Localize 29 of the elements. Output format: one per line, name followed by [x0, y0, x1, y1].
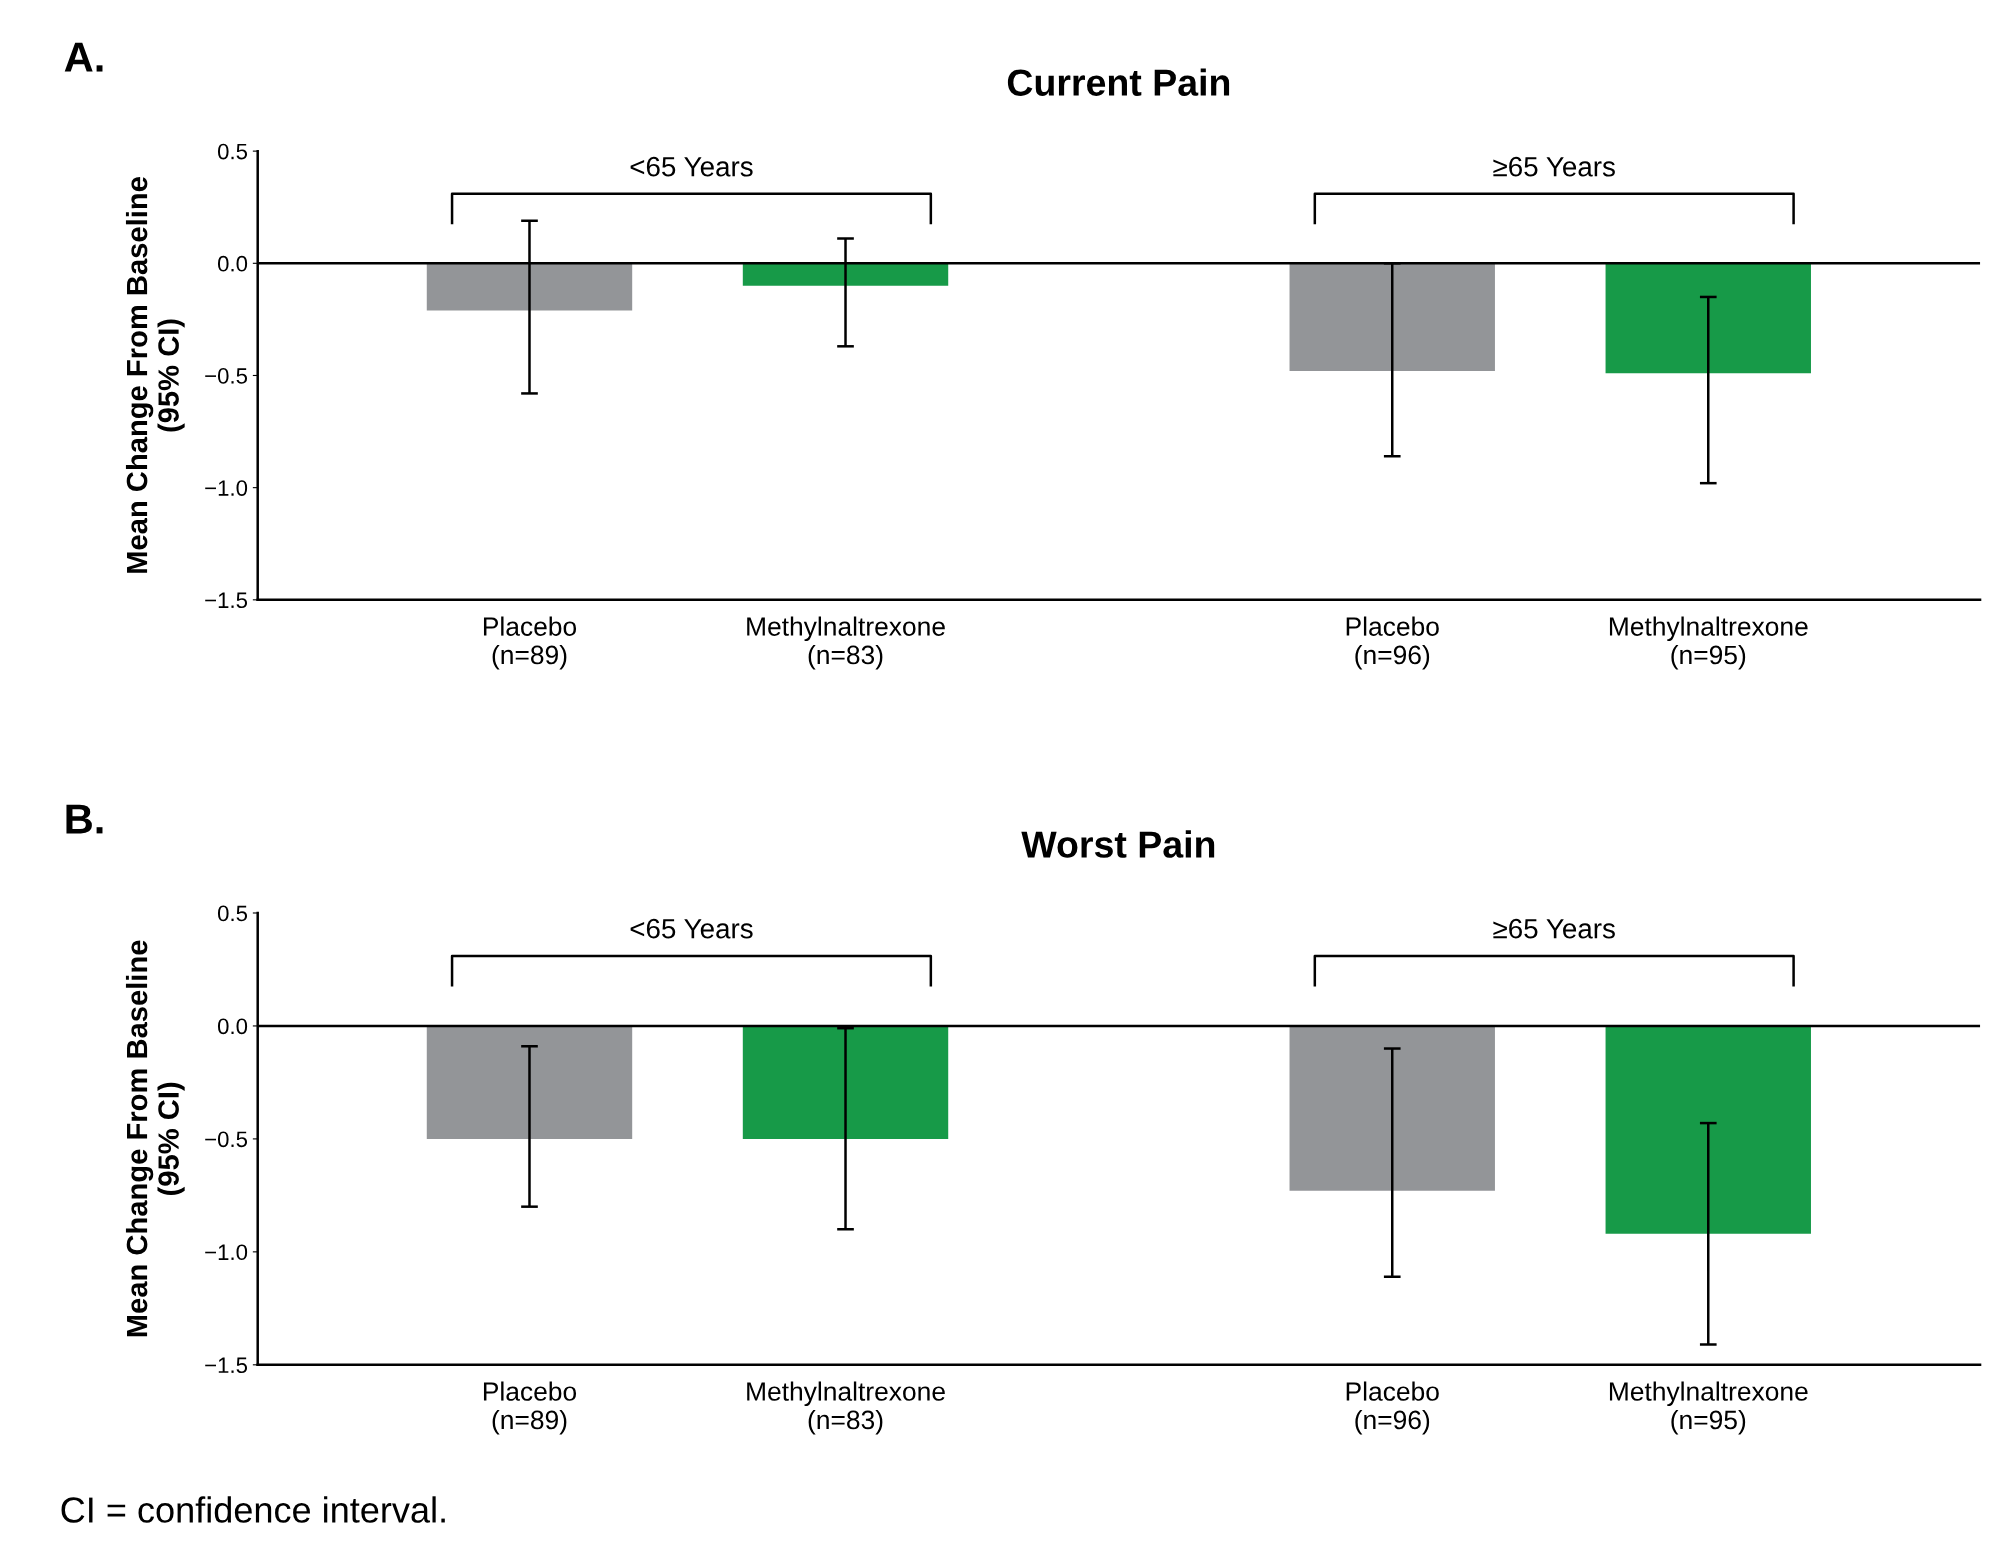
text: CI = confidence interval. — [61, 1496, 445, 1523]
y-tick-label: 0.0 — [217, 255, 248, 272]
x-tick-label: Placebo (n=96) — [1346, 616, 1439, 670]
x-tick-label: Placebo (n=96) — [1346, 1381, 1439, 1435]
annotation: <65 Years — [630, 156, 753, 177]
annotation: <65 Years — [630, 918, 753, 939]
y-tick-label: −1.0 — [205, 1244, 248, 1261]
x-tick-label: Placebo (n=89) — [483, 616, 577, 670]
y-tick-label: 0.5 — [217, 905, 248, 922]
y-tick-label: −1.5 — [205, 592, 248, 609]
y-tick-label: 0.5 — [217, 143, 248, 160]
chart-title: Current Pain — [1007, 68, 1230, 96]
text: B. — [66, 804, 103, 834]
text: A. — [64, 42, 103, 72]
y-tick-label: −1.5 — [205, 1357, 248, 1374]
x-tick-label: Methylnaltrexone (n=83) — [747, 616, 945, 670]
y-axis-title: Mean Change From Baseline (95% CI) — [125, 177, 185, 573]
y-tick-label: 0.0 — [217, 1018, 248, 1035]
x-tick-label: Placebo (n=89) — [483, 1381, 577, 1435]
annotation: ≥65 Years — [1493, 918, 1615, 939]
x-tick-label: Methylnaltrexone (n=95) — [1609, 1381, 1808, 1435]
x-tick-label: Methylnaltrexone (n=83) — [747, 1381, 945, 1435]
y-tick-label: −1.0 — [205, 480, 248, 496]
annotation: ≥65 Years — [1493, 156, 1615, 177]
x-tick-label: Methylnaltrexone (n=95) — [1609, 616, 1808, 670]
chart-title: Worst Pain — [1021, 830, 1215, 858]
y-axis-title: Mean Change From Baseline (95% CI) — [125, 940, 185, 1337]
y-tick-label: −0.5 — [205, 1131, 248, 1148]
y-tick-label: −0.5 — [205, 368, 248, 384]
